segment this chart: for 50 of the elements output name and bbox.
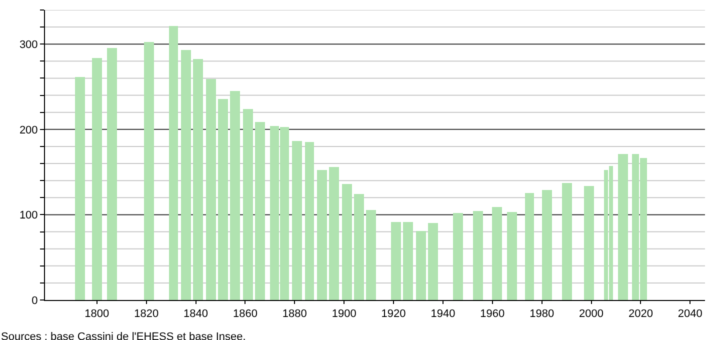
x-tick-label: 1960: [480, 308, 505, 320]
bar: [618, 154, 628, 300]
source-note: Sources : base Cassini de l'EHESS et base Insee.: [1, 331, 246, 340]
bar: [428, 223, 438, 300]
x-tick-label: 2040: [678, 308, 702, 320]
y-tick-label: 200: [19, 124, 38, 136]
x-tick-label: 1820: [134, 308, 159, 320]
x-tick-label: 2020: [628, 308, 653, 320]
x-tick-label: 1860: [232, 308, 258, 320]
bar: [144, 42, 154, 300]
bar: [305, 142, 314, 300]
bar: [75, 77, 85, 300]
x-tick-label: 1840: [184, 308, 208, 320]
bar: [507, 212, 517, 300]
bar: [473, 211, 483, 300]
y-tick-label: 300: [19, 38, 38, 51]
bar: [255, 122, 265, 300]
bar: [562, 183, 572, 300]
bar: [317, 170, 327, 300]
bar: [403, 222, 413, 300]
bar: [342, 184, 352, 300]
bar: [329, 167, 339, 300]
bar: [492, 207, 502, 300]
x-tick-label: 1980: [530, 308, 554, 320]
x-tick-label: 1880: [282, 308, 307, 320]
bar: [542, 190, 552, 300]
bar: [391, 222, 401, 300]
bar: [525, 193, 534, 300]
bar: [354, 194, 364, 300]
bar: [292, 141, 302, 300]
x-tick-label: 1920: [381, 308, 406, 320]
y-tick-label: 0: [32, 294, 38, 307]
bar: [206, 79, 216, 300]
bar: [107, 48, 117, 300]
bar: [416, 231, 426, 300]
bar: [92, 58, 102, 300]
bar: [584, 186, 594, 300]
x-tick-label: 1940: [430, 308, 456, 320]
x-tick-label: 2000: [579, 308, 604, 320]
bar: [243, 109, 253, 300]
x-tick-label: 1900: [332, 308, 356, 320]
y-tick-label: 100: [19, 210, 38, 222]
bar: [193, 59, 203, 300]
x-tick-label: 1800: [84, 308, 110, 320]
bar: [366, 210, 376, 300]
bar: [181, 50, 191, 300]
bar: [453, 213, 463, 300]
bar: [218, 99, 228, 300]
bar: [169, 26, 178, 300]
bar: [230, 91, 240, 300]
